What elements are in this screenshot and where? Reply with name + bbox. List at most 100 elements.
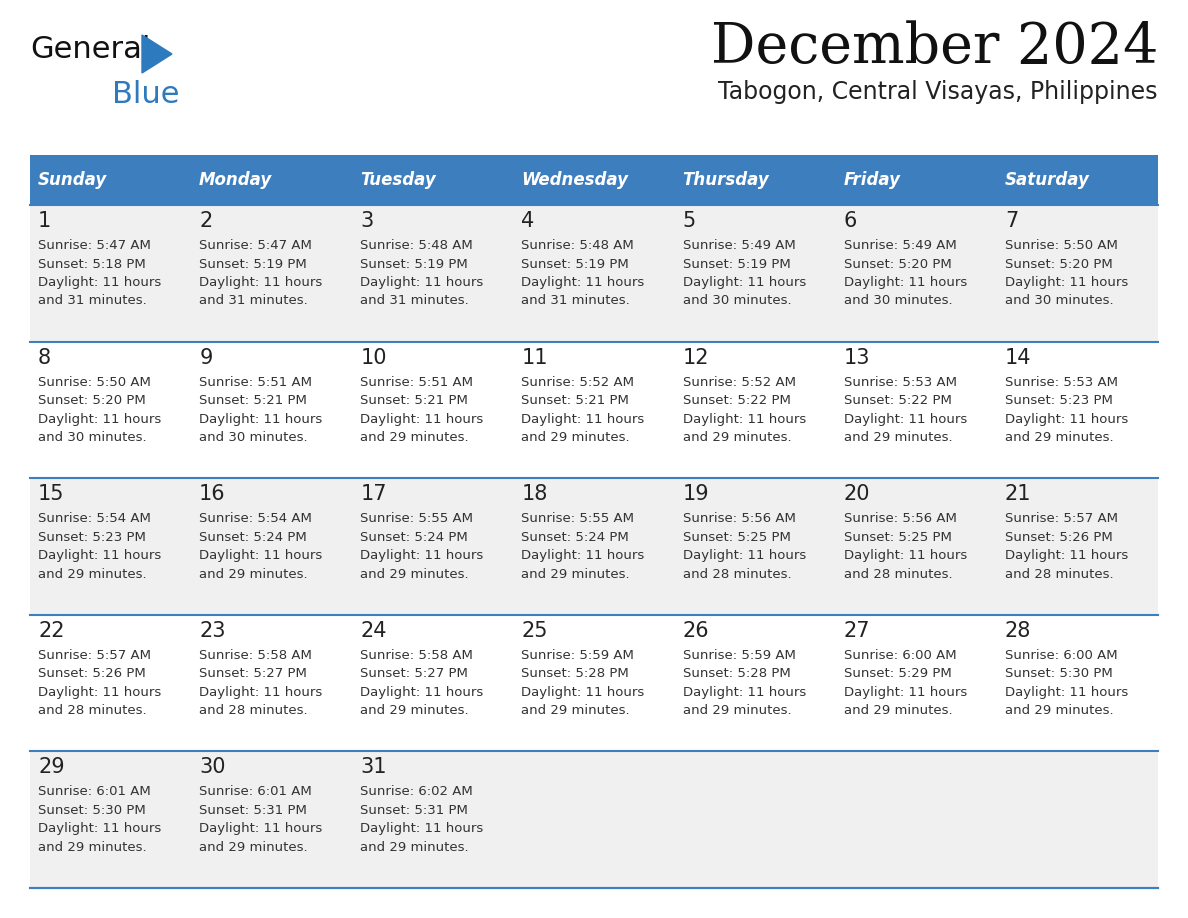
- Text: Sunset: 5:25 PM: Sunset: 5:25 PM: [843, 531, 952, 543]
- Text: Sunrise: 5:54 AM: Sunrise: 5:54 AM: [38, 512, 151, 525]
- Text: Blue: Blue: [112, 80, 179, 109]
- Text: Sunrise: 6:02 AM: Sunrise: 6:02 AM: [360, 786, 473, 799]
- Text: December 2024: December 2024: [710, 20, 1158, 74]
- Text: Daylight: 11 hours: Daylight: 11 hours: [683, 412, 805, 426]
- Text: Sunset: 5:26 PM: Sunset: 5:26 PM: [38, 667, 146, 680]
- Text: Sunrise: 5:53 AM: Sunrise: 5:53 AM: [843, 375, 956, 388]
- Text: Sunrise: 5:49 AM: Sunrise: 5:49 AM: [683, 239, 795, 252]
- Text: and 29 minutes.: and 29 minutes.: [843, 704, 953, 717]
- Text: Sunrise: 5:58 AM: Sunrise: 5:58 AM: [360, 649, 473, 662]
- Text: and 30 minutes.: and 30 minutes.: [1005, 295, 1113, 308]
- Text: and 29 minutes.: and 29 minutes.: [522, 704, 630, 717]
- Text: Monday: Monday: [200, 171, 272, 189]
- Text: and 31 minutes.: and 31 minutes.: [522, 295, 630, 308]
- Text: 5: 5: [683, 211, 696, 231]
- Text: Sunset: 5:24 PM: Sunset: 5:24 PM: [200, 531, 307, 543]
- Text: Sunrise: 5:52 AM: Sunrise: 5:52 AM: [683, 375, 796, 388]
- Text: 23: 23: [200, 621, 226, 641]
- Text: Sunset: 5:24 PM: Sunset: 5:24 PM: [522, 531, 630, 543]
- Text: 30: 30: [200, 757, 226, 778]
- Polygon shape: [143, 35, 172, 73]
- Text: Sunrise: 5:52 AM: Sunrise: 5:52 AM: [522, 375, 634, 388]
- Text: Sunset: 5:28 PM: Sunset: 5:28 PM: [683, 667, 790, 680]
- Text: and 30 minutes.: and 30 minutes.: [843, 295, 953, 308]
- Text: Daylight: 11 hours: Daylight: 11 hours: [360, 412, 484, 426]
- Text: Sunset: 5:22 PM: Sunset: 5:22 PM: [843, 394, 952, 407]
- Text: and 29 minutes.: and 29 minutes.: [200, 841, 308, 854]
- Text: Daylight: 11 hours: Daylight: 11 hours: [38, 412, 162, 426]
- Text: 3: 3: [360, 211, 373, 231]
- Text: Sunset: 5:19 PM: Sunset: 5:19 PM: [360, 258, 468, 271]
- Text: 11: 11: [522, 348, 548, 367]
- Text: and 29 minutes.: and 29 minutes.: [38, 567, 146, 581]
- Text: and 28 minutes.: and 28 minutes.: [1005, 567, 1113, 581]
- Text: Sunday: Sunday: [38, 171, 107, 189]
- Text: 1: 1: [38, 211, 51, 231]
- Text: and 29 minutes.: and 29 minutes.: [683, 704, 791, 717]
- Text: 12: 12: [683, 348, 709, 367]
- Text: and 29 minutes.: and 29 minutes.: [1005, 704, 1113, 717]
- Text: 26: 26: [683, 621, 709, 641]
- Text: Sunset: 5:27 PM: Sunset: 5:27 PM: [360, 667, 468, 680]
- Text: and 28 minutes.: and 28 minutes.: [38, 704, 146, 717]
- Text: Sunset: 5:28 PM: Sunset: 5:28 PM: [522, 667, 630, 680]
- Text: and 30 minutes.: and 30 minutes.: [200, 431, 308, 444]
- Text: Daylight: 11 hours: Daylight: 11 hours: [683, 549, 805, 562]
- Bar: [353, 155, 513, 205]
- Text: Sunset: 5:19 PM: Sunset: 5:19 PM: [200, 258, 307, 271]
- Text: and 29 minutes.: and 29 minutes.: [360, 841, 469, 854]
- Text: Daylight: 11 hours: Daylight: 11 hours: [38, 686, 162, 699]
- Text: Sunrise: 5:49 AM: Sunrise: 5:49 AM: [843, 239, 956, 252]
- Bar: [30, 478, 1158, 615]
- Text: Sunset: 5:21 PM: Sunset: 5:21 PM: [200, 394, 307, 407]
- Text: and 28 minutes.: and 28 minutes.: [683, 567, 791, 581]
- Text: Daylight: 11 hours: Daylight: 11 hours: [522, 276, 645, 289]
- Text: Sunrise: 5:57 AM: Sunrise: 5:57 AM: [1005, 512, 1118, 525]
- Bar: [191, 155, 353, 205]
- Text: 17: 17: [360, 484, 387, 504]
- Text: Sunset: 5:23 PM: Sunset: 5:23 PM: [38, 531, 146, 543]
- Text: 20: 20: [843, 484, 871, 504]
- Text: Sunrise: 5:56 AM: Sunrise: 5:56 AM: [843, 512, 956, 525]
- Text: Sunset: 5:21 PM: Sunset: 5:21 PM: [522, 394, 630, 407]
- Text: Daylight: 11 hours: Daylight: 11 hours: [1005, 276, 1129, 289]
- Text: Sunset: 5:31 PM: Sunset: 5:31 PM: [200, 804, 307, 817]
- Text: and 29 minutes.: and 29 minutes.: [360, 567, 469, 581]
- Text: Sunrise: 5:59 AM: Sunrise: 5:59 AM: [683, 649, 796, 662]
- Text: 19: 19: [683, 484, 709, 504]
- Text: and 31 minutes.: and 31 minutes.: [38, 295, 147, 308]
- Text: Friday: Friday: [843, 171, 901, 189]
- Text: Sunrise: 5:51 AM: Sunrise: 5:51 AM: [200, 375, 312, 388]
- Text: Sunrise: 5:58 AM: Sunrise: 5:58 AM: [200, 649, 312, 662]
- Text: 14: 14: [1005, 348, 1031, 367]
- Text: 2: 2: [200, 211, 213, 231]
- Text: 15: 15: [38, 484, 64, 504]
- Text: and 28 minutes.: and 28 minutes.: [200, 704, 308, 717]
- Text: Sunset: 5:23 PM: Sunset: 5:23 PM: [1005, 394, 1113, 407]
- Text: Tuesday: Tuesday: [360, 171, 436, 189]
- Bar: [513, 155, 675, 205]
- Text: 4: 4: [522, 211, 535, 231]
- Text: Sunset: 5:20 PM: Sunset: 5:20 PM: [1005, 258, 1113, 271]
- Text: Daylight: 11 hours: Daylight: 11 hours: [1005, 686, 1129, 699]
- Text: Daylight: 11 hours: Daylight: 11 hours: [1005, 412, 1129, 426]
- Text: Sunrise: 5:54 AM: Sunrise: 5:54 AM: [200, 512, 312, 525]
- Text: 13: 13: [843, 348, 871, 367]
- Bar: [30, 752, 1158, 888]
- Text: 6: 6: [843, 211, 857, 231]
- Text: Daylight: 11 hours: Daylight: 11 hours: [522, 686, 645, 699]
- Text: 31: 31: [360, 757, 387, 778]
- Text: 22: 22: [38, 621, 64, 641]
- Text: Sunset: 5:27 PM: Sunset: 5:27 PM: [200, 667, 307, 680]
- Text: Sunrise: 5:53 AM: Sunrise: 5:53 AM: [1005, 375, 1118, 388]
- Text: Sunrise: 5:48 AM: Sunrise: 5:48 AM: [522, 239, 634, 252]
- Bar: [30, 205, 1158, 341]
- Text: 28: 28: [1005, 621, 1031, 641]
- Text: 29: 29: [38, 757, 64, 778]
- Text: Daylight: 11 hours: Daylight: 11 hours: [683, 276, 805, 289]
- Text: Sunset: 5:31 PM: Sunset: 5:31 PM: [360, 804, 468, 817]
- Text: and 29 minutes.: and 29 minutes.: [843, 431, 953, 444]
- Text: Sunset: 5:20 PM: Sunset: 5:20 PM: [843, 258, 952, 271]
- Text: Sunset: 5:30 PM: Sunset: 5:30 PM: [38, 804, 146, 817]
- Text: and 31 minutes.: and 31 minutes.: [200, 295, 308, 308]
